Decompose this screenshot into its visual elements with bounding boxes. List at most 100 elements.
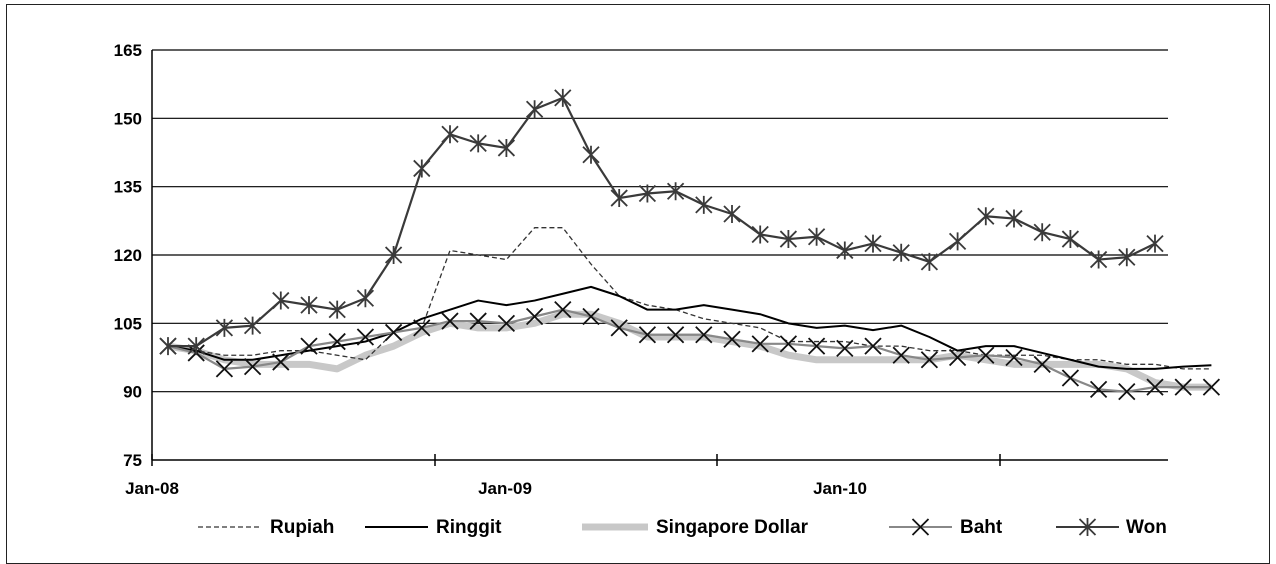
- series-won: [159, 88, 1164, 356]
- baht-marker: [977, 346, 995, 364]
- y-tick-label: 165: [114, 41, 142, 60]
- baht-marker: [666, 326, 685, 344]
- baht-marker: [582, 307, 600, 326]
- won-marker: [836, 241, 854, 260]
- won-marker: [864, 234, 882, 253]
- won-marker: [582, 145, 600, 164]
- legend-label: Won: [1126, 517, 1167, 538]
- legend-item-rupiah: Rupiah: [198, 517, 334, 538]
- won-marker: [892, 243, 910, 262]
- baht-marker: [272, 353, 290, 371]
- y-tick-label: 135: [114, 178, 142, 197]
- baht-marker: [638, 326, 657, 344]
- baht-marker: [1089, 380, 1108, 399]
- baht-marker: [300, 337, 318, 355]
- legend-item-won: Won: [1056, 517, 1167, 538]
- series-line: [167, 227, 1212, 370]
- won-marker: [1118, 248, 1136, 267]
- baht-marker: [384, 323, 403, 342]
- baht-marker: [751, 335, 769, 353]
- won-marker: [751, 225, 769, 244]
- series-group: [159, 88, 1221, 401]
- series-singapore-dollar: [167, 310, 1212, 391]
- baht-marker: [1061, 369, 1080, 387]
- legend-label: Baht: [960, 517, 1003, 538]
- won-marker: [525, 100, 544, 119]
- y-tick-label: 150: [114, 109, 142, 128]
- legend: Rupiah Ringgit Singapore Dollar Baht Won: [198, 517, 1167, 538]
- baht-marker: [836, 339, 854, 358]
- won-marker: [1078, 518, 1097, 536]
- won-marker: [695, 195, 713, 214]
- baht-marker: [892, 346, 910, 364]
- baht-marker: [525, 307, 544, 326]
- baht-marker: [807, 337, 826, 355]
- baht-marker: [1033, 355, 1051, 373]
- baht-marker: [695, 326, 713, 344]
- baht-marker: [1118, 383, 1136, 401]
- y-tick-label: 90: [123, 383, 142, 402]
- y-tick-label: 75: [123, 451, 142, 470]
- won-marker: [610, 189, 628, 208]
- won-marker: [807, 227, 826, 246]
- won-marker: [1061, 230, 1080, 249]
- baht-marker: [1174, 378, 1192, 396]
- series-ringgit: [167, 285, 1212, 370]
- baht-marker: [356, 328, 375, 346]
- baht-marker: [948, 348, 967, 367]
- legend-item-ringgit: Ringgit: [365, 517, 502, 538]
- series-line: [167, 308, 1212, 393]
- won-marker: [300, 296, 318, 315]
- won-marker: [1146, 234, 1164, 253]
- baht-marker: [441, 312, 459, 330]
- baht-marker: [864, 337, 882, 355]
- baht-marker: [1005, 348, 1023, 367]
- won-marker: [215, 318, 234, 337]
- x-tick-label: Jan-10: [813, 479, 867, 498]
- baht-marker: [911, 518, 930, 536]
- won-marker: [779, 230, 798, 249]
- won-marker: [469, 134, 487, 153]
- baht-marker: [469, 312, 487, 330]
- legend-label: Ringgit: [436, 517, 502, 538]
- won-marker: [187, 337, 205, 356]
- x-tick-label: Jan-08: [125, 479, 179, 498]
- won-marker: [497, 138, 516, 157]
- baht-marker: [1146, 378, 1164, 396]
- baht-marker: [328, 332, 346, 351]
- won-marker: [384, 246, 403, 264]
- gridlines: [152, 49, 1168, 393]
- won-marker: [413, 159, 431, 178]
- baht-marker: [723, 330, 741, 348]
- legend-item-baht: Baht: [889, 517, 1003, 538]
- series-line: [168, 96, 1156, 348]
- won-marker: [554, 88, 572, 107]
- legend-label: Rupiah: [270, 517, 334, 538]
- series-line: [167, 285, 1212, 370]
- won-marker: [666, 182, 685, 201]
- legend-item-singapore-dollar: Singapore Dollar: [582, 517, 809, 538]
- won-marker: [948, 232, 967, 251]
- won-marker: [638, 184, 657, 203]
- y-tick-label: 105: [114, 314, 142, 333]
- axes: 165 150 135 120 105 90 75 Jan-08 Jan-09 Jan-10: [114, 41, 1168, 498]
- won-marker: [1089, 250, 1108, 269]
- legend-label: Singapore Dollar: [656, 517, 809, 538]
- baht-marker: [920, 351, 939, 369]
- baht-marker: [215, 360, 234, 378]
- series-rupiah: [167, 227, 1212, 370]
- baht-marker: [554, 301, 572, 319]
- won-marker: [977, 207, 995, 226]
- won-marker: [723, 205, 741, 223]
- won-marker: [441, 125, 459, 144]
- won-marker: [243, 316, 262, 335]
- baht-marker: [243, 357, 262, 376]
- won-marker: [328, 300, 346, 319]
- x-tick-label: Jan-09: [478, 479, 532, 498]
- baht-marker: [610, 319, 628, 337]
- won-marker: [920, 252, 939, 271]
- baht-marker: [497, 314, 516, 332]
- won-marker: [356, 289, 375, 308]
- won-marker: [1033, 223, 1051, 242]
